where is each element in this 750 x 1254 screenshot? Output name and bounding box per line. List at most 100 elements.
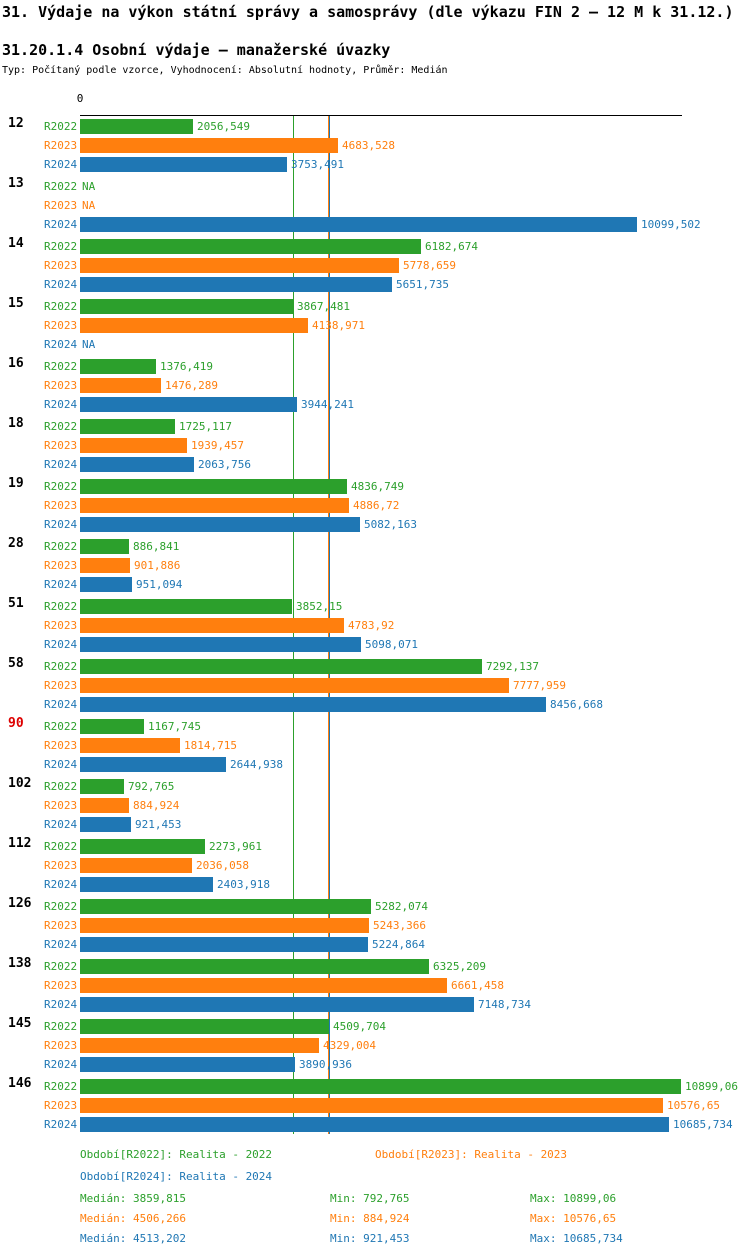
- bar-value-label: 2403,918: [217, 878, 270, 891]
- series-label-r2023: R2023: [44, 499, 78, 512]
- bar-value-label: 5243,366: [373, 919, 426, 932]
- series-label-r2024: R2024: [44, 578, 78, 591]
- series-label-r2023: R2023: [44, 799, 78, 812]
- bar-r2023: [80, 438, 187, 453]
- group-label: 51: [8, 596, 24, 611]
- bar-value-label: 6325,209: [433, 960, 486, 973]
- bar-value-label: 3944,241: [301, 398, 354, 411]
- group-label: 15: [8, 296, 24, 311]
- bar-r2024: [80, 277, 392, 292]
- bar-r2024: [80, 1117, 669, 1132]
- bar-value-label: 4329,004: [323, 1039, 376, 1052]
- group-label: 90: [8, 716, 24, 731]
- series-label-r2022: R2022: [44, 1080, 78, 1093]
- bar-value-label: 7292,137: [486, 660, 539, 673]
- group-label: 112: [8, 836, 32, 851]
- bar-value-label: 2644,938: [230, 758, 283, 771]
- bar-value-label: 10099,502: [641, 218, 701, 231]
- stat-max-r2023: Max: 10576,65: [530, 1212, 617, 1225]
- series-label-r2023: R2023: [44, 859, 78, 872]
- bar-value-label: 2273,961: [209, 840, 262, 853]
- series-label-r2024: R2024: [44, 998, 78, 1011]
- series-label-r2022: R2022: [44, 960, 78, 973]
- series-label-r2024: R2024: [44, 878, 78, 891]
- series-label-r2023: R2023: [44, 1099, 78, 1112]
- bar-r2023: [80, 558, 130, 573]
- group-label: 58: [8, 656, 24, 671]
- bar-value-label: 3867,481: [297, 300, 350, 313]
- series-label-r2022: R2022: [44, 240, 78, 253]
- bar-value-label: 10685,734: [673, 1118, 733, 1131]
- bar-value-label: 7148,734: [478, 998, 531, 1011]
- bar-r2024: [80, 1057, 295, 1072]
- series-label-r2024: R2024: [44, 938, 78, 951]
- series-label-r2022: R2022: [44, 540, 78, 553]
- bar-r2024: [80, 517, 360, 532]
- series-label-r2024: R2024: [44, 818, 78, 831]
- bar-value-label: 10576,65: [667, 1099, 720, 1112]
- group-label: 126: [8, 896, 32, 911]
- chart-subtitle: 31.20.1.4 Osobní výdaje – manažerské úva…: [2, 41, 391, 59]
- bar-value-label: 10899,06: [685, 1080, 738, 1093]
- series-label-r2022: R2022: [44, 600, 78, 613]
- series-label-r2024: R2024: [44, 398, 78, 411]
- bar-r2022: [80, 479, 347, 494]
- x-axis-line: [80, 115, 682, 116]
- bar-value-label: 792,765: [128, 780, 175, 793]
- bar-r2024: [80, 697, 546, 712]
- bar-value-label: 4683,528: [342, 139, 395, 152]
- bar-r2024: [80, 997, 474, 1012]
- bar-r2023: [80, 678, 509, 693]
- group-label: 14: [8, 236, 24, 251]
- group-label: 13: [8, 176, 24, 191]
- bar-value-label: 4138,971: [312, 319, 365, 332]
- bar-value-label: 5082,163: [364, 518, 417, 531]
- series-label-r2022: R2022: [44, 300, 78, 313]
- series-label-r2024: R2024: [44, 338, 78, 351]
- series-label-r2023: R2023: [44, 679, 78, 692]
- bar-value-label: 6661,458: [451, 979, 504, 992]
- bar-r2024: [80, 397, 297, 412]
- series-label-r2023: R2023: [44, 259, 78, 272]
- bar-value-label: 2063,756: [198, 458, 251, 471]
- bar-r2023: [80, 858, 192, 873]
- series-label-r2022: R2022: [44, 480, 78, 493]
- bar-value-label: 951,094: [136, 578, 183, 591]
- series-label-r2022: R2022: [44, 780, 78, 793]
- group-label: 18: [8, 416, 24, 431]
- bar-r2024: [80, 757, 226, 772]
- bar-r2024: [80, 817, 131, 832]
- bar-r2024: [80, 157, 287, 172]
- series-label-r2022: R2022: [44, 720, 78, 733]
- bar-value-label: 5651,735: [396, 278, 449, 291]
- bar-value-label: 2056,549: [197, 120, 250, 133]
- series-label-r2023: R2023: [44, 919, 78, 932]
- bar-r2023: [80, 138, 338, 153]
- bar-r2024: [80, 637, 361, 652]
- bar-r2022: [80, 239, 421, 254]
- bar-value-label: 3753,491: [291, 158, 344, 171]
- series-label-r2023: R2023: [44, 559, 78, 572]
- series-label-r2022: R2022: [44, 900, 78, 913]
- series-label-r2023: R2023: [44, 379, 78, 392]
- stat-median-r2023: Medián: 4506,266: [80, 1212, 186, 1225]
- x-axis-zero-label: 0: [76, 92, 84, 105]
- bar-value-label: 4783,92: [348, 619, 395, 632]
- group-label: 28: [8, 536, 24, 551]
- group-label: 16: [8, 356, 24, 371]
- bar-r2022: [80, 719, 144, 734]
- series-label-r2022: R2022: [44, 840, 78, 853]
- plot-area: 12 R2022 2056,549 R2023 4683,528 R2024 3753,49…: [0, 115, 750, 1134]
- series-label-r2024: R2024: [44, 458, 78, 471]
- stat-median-r2022: Medián: 3859,815: [80, 1192, 186, 1205]
- bar-value-label: 5282,074: [375, 900, 428, 913]
- bar-r2022: [80, 959, 429, 974]
- bar-r2022: [80, 539, 129, 554]
- bar-r2023: [80, 378, 161, 393]
- stat-median-r2024: Medián: 4513,202: [80, 1232, 186, 1245]
- stat-max-r2022: Max: 10899,06: [530, 1192, 617, 1205]
- bar-r2022: [80, 1019, 329, 1034]
- bar-r2023: [80, 318, 308, 333]
- series-label-r2024: R2024: [44, 1118, 78, 1131]
- series-label-r2023: R2023: [44, 139, 78, 152]
